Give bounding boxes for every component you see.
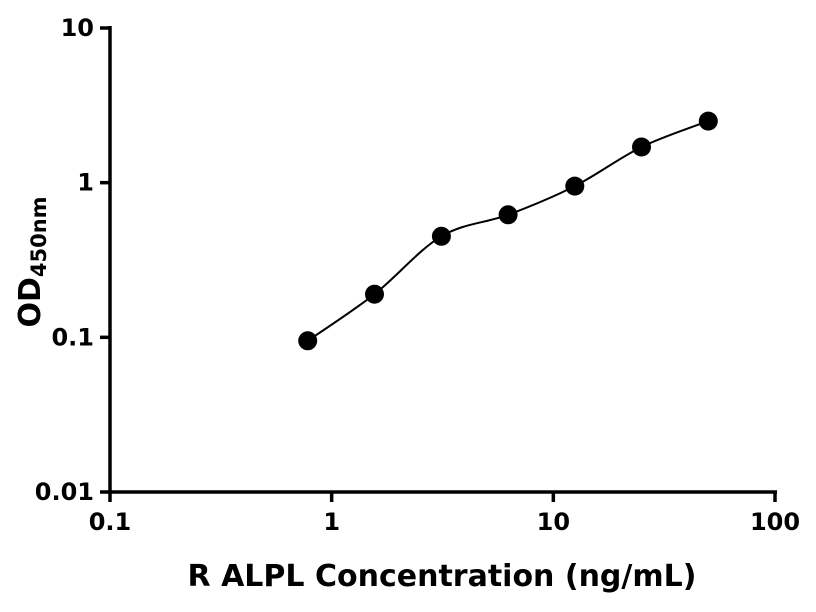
x-tick-label: 1 xyxy=(323,508,340,536)
y-axis-title-subscript: 450nm xyxy=(27,196,51,277)
data-point xyxy=(498,205,518,225)
data-point xyxy=(431,226,451,246)
y-tick-label: 0.1 xyxy=(51,323,94,351)
data-point xyxy=(565,176,585,196)
x-tick-label: 0.1 xyxy=(89,508,132,536)
data-point xyxy=(298,331,318,351)
fit-curve-line xyxy=(307,120,709,342)
x-axis-title: R ALPL Concentration (ng/mL) xyxy=(188,559,697,594)
y-axis-title-main: OD xyxy=(13,277,48,327)
data-point xyxy=(365,284,384,304)
y-tick-label: 0.01 xyxy=(35,478,94,506)
y-tick-label: 10 xyxy=(61,14,94,42)
y-tick-label: 1 xyxy=(77,169,94,197)
x-tick-label: 100 xyxy=(750,508,800,536)
data-point xyxy=(698,111,718,131)
x-tick-label: 10 xyxy=(537,508,570,536)
y-axis-title: OD450nm xyxy=(13,196,51,327)
data-point xyxy=(632,137,651,157)
